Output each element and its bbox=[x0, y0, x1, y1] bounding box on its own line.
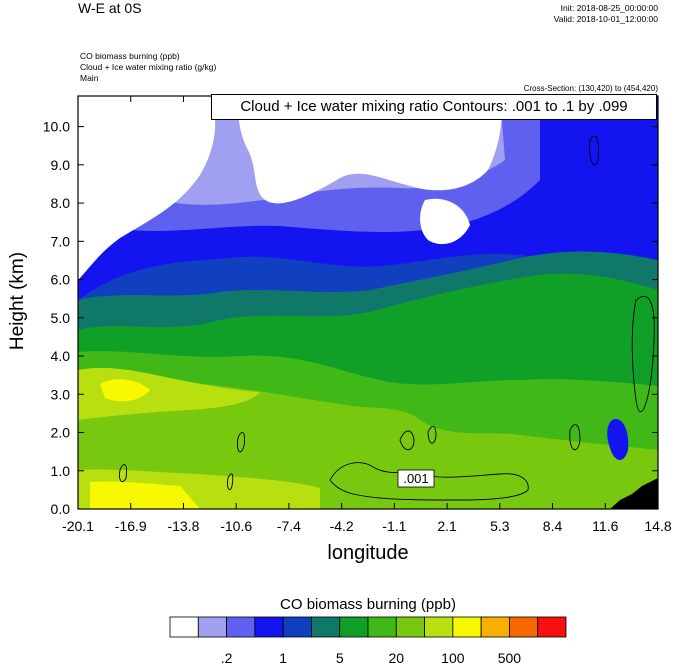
colorbar-label: .2 bbox=[221, 650, 233, 666]
colorbar-label: 20 bbox=[388, 650, 404, 666]
y-tick-label: 5.0 bbox=[51, 310, 71, 326]
x-tick-label: 5.3 bbox=[490, 518, 510, 534]
colorbar-swatch bbox=[367, 616, 397, 638]
y-tick-label: 2.0 bbox=[51, 425, 71, 441]
x-tick-label: -16.9 bbox=[115, 518, 147, 534]
x-axis-label: longitude bbox=[327, 542, 409, 564]
colorbar-swatch bbox=[339, 616, 369, 638]
colorbar-swatch bbox=[395, 616, 425, 638]
x-tick-label: 2.1 bbox=[437, 518, 457, 534]
colorbar-label: 1 bbox=[279, 650, 287, 666]
field-description-co: CO biomass burning (ppb) bbox=[80, 51, 180, 61]
x-tick-label: -13.8 bbox=[167, 518, 199, 534]
x-tick-label: -4.2 bbox=[330, 518, 354, 534]
init-time: Init: 2018-08-25_00:00:00 bbox=[560, 3, 658, 13]
y-tick-label: 10.0 bbox=[43, 119, 70, 135]
x-tick-label: -10.6 bbox=[220, 518, 252, 534]
colorbar-title: CO biomass burning (ppb) bbox=[280, 596, 456, 613]
y-tick-label: 3.0 bbox=[51, 386, 71, 402]
y-tick-label: 1.0 bbox=[51, 463, 71, 479]
field-description-cloud: Cloud + Ice water mixing ratio (g/kg) bbox=[80, 62, 217, 72]
y-tick-label: 4.0 bbox=[51, 348, 71, 364]
colorbar-swatch bbox=[254, 616, 284, 638]
colorbar-label: 100 bbox=[441, 650, 465, 666]
contour-annotation-box bbox=[397, 469, 435, 488]
contour-annotation-label: .001 bbox=[403, 471, 428, 486]
y-tick-label: 7.0 bbox=[51, 233, 71, 249]
field-description-main: Main bbox=[80, 73, 99, 83]
x-tick-label: 8.4 bbox=[543, 518, 563, 534]
colorbar-label: 5 bbox=[336, 650, 344, 666]
colorbar-swatch bbox=[282, 616, 312, 638]
y-tick-label: 0.0 bbox=[51, 501, 71, 517]
colorbar-swatch bbox=[509, 616, 539, 638]
valid-time: Valid: 2018-10-01_12:00:00 bbox=[553, 14, 658, 24]
x-tick-label: -7.4 bbox=[277, 518, 301, 534]
colorbar-label: 500 bbox=[498, 650, 522, 666]
y-tick-label: 6.0 bbox=[51, 272, 71, 288]
x-tick-label: -1.1 bbox=[382, 518, 406, 534]
x-tick-label: 14.8 bbox=[644, 518, 671, 534]
heatmap-field bbox=[78, 96, 658, 509]
colorbar-swatch bbox=[226, 616, 256, 638]
colorbar-swatch bbox=[197, 616, 227, 638]
colorbar-swatch bbox=[480, 616, 510, 638]
x-tick-label: -20.1 bbox=[62, 518, 94, 534]
y-axis-label: Height (km) bbox=[7, 251, 28, 351]
cross-section-label: Cross-Section: (130,420) to (454,420) bbox=[523, 84, 658, 93]
x-tick-label: 11.6 bbox=[592, 518, 618, 534]
plot-title: W-E at 0S bbox=[78, 0, 142, 16]
colorbar-swatch bbox=[169, 616, 199, 638]
y-tick-label: 9.0 bbox=[51, 157, 71, 173]
y-tick-label: 8.0 bbox=[51, 195, 71, 211]
colorbar-swatch bbox=[537, 616, 567, 638]
colorbar-swatch bbox=[452, 616, 482, 638]
colorbar-swatch bbox=[311, 616, 341, 638]
contour-info-box: Cloud + Ice water mixing ratio Contours:… bbox=[211, 94, 657, 120]
colorbar-swatch bbox=[424, 616, 454, 638]
